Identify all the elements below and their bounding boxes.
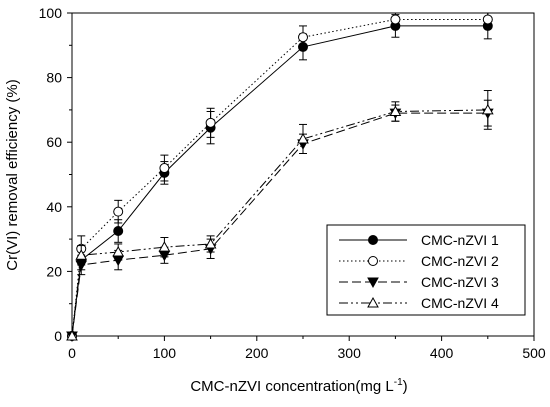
legend-marker — [368, 235, 378, 245]
x-tick-label: 100 — [153, 345, 177, 361]
data-point — [204, 237, 217, 249]
legend-label: CMC-nZVI 4 — [421, 295, 499, 311]
y-tick-label: 60 — [46, 134, 62, 150]
series-line — [71, 18, 488, 337]
data-point — [112, 245, 125, 257]
legend-marker — [367, 277, 379, 289]
series-line — [71, 109, 488, 337]
y-axis-label: Cr(VI) removal efficiency (%) — [4, 79, 21, 270]
x-tick-label: 500 — [522, 345, 546, 361]
legend-item: CMC-nZVI 4 — [339, 295, 499, 311]
legend-label: CMC-nZVI 1 — [421, 232, 499, 248]
x-axis-label: CMC-nZVI concentration(mg L-1) — [190, 377, 407, 395]
data-point — [205, 117, 216, 128]
y-tick-label: 20 — [46, 263, 62, 279]
x-axis-label-unit: (mg L — [355, 378, 393, 395]
data-point — [113, 226, 124, 237]
data-point — [389, 105, 402, 117]
data-point — [482, 14, 493, 25]
data-point — [390, 14, 401, 25]
legend-label: CMC-nZVI 3 — [421, 274, 499, 290]
data-point — [66, 329, 78, 341]
y-tick-label: 100 — [39, 5, 63, 21]
y-tick-label: 80 — [46, 70, 62, 86]
series-line — [71, 112, 488, 337]
legend-label: CMC-nZVI 2 — [421, 253, 499, 269]
data-point — [75, 249, 88, 260]
x-axis-label-unit-close: ) — [403, 378, 408, 395]
legend-item: CMC-nZVI 3 — [339, 274, 499, 290]
legend-marker — [368, 256, 378, 266]
data-point — [481, 103, 494, 115]
legend-marker — [367, 296, 379, 308]
y-tick-label: 0 — [54, 328, 62, 344]
legend: CMC-nZVI 1 CMC-nZVI 2 CMC-nZVI 3 CMC-nZVI 4 — [326, 224, 526, 316]
data-point — [113, 206, 124, 217]
legend-item: CMC-nZVI 2 — [339, 253, 499, 269]
axes-layer: 0 100 200 300 400 500 0 20 40 60 80 100 — [39, 5, 546, 361]
series-line — [71, 25, 488, 337]
data-point — [159, 163, 170, 174]
series-4 — [66, 90, 494, 341]
series-layer — [66, 12, 494, 343]
data-point — [158, 241, 171, 252]
legend-item: CMC-nZVI 1 — [339, 232, 499, 248]
x-axis-label-unit-exponent: -1 — [394, 377, 403, 388]
x-tick-label: 200 — [245, 345, 269, 361]
x-tick-label: 300 — [338, 345, 362, 361]
x-tick-label: 400 — [430, 345, 454, 361]
data-point — [298, 32, 308, 43]
y-tick-label: 40 — [46, 199, 62, 215]
x-tick-label: 0 — [68, 345, 76, 361]
x-axis-label-name: CMC-nZVI concentration — [190, 378, 355, 395]
data-point — [297, 132, 309, 144]
